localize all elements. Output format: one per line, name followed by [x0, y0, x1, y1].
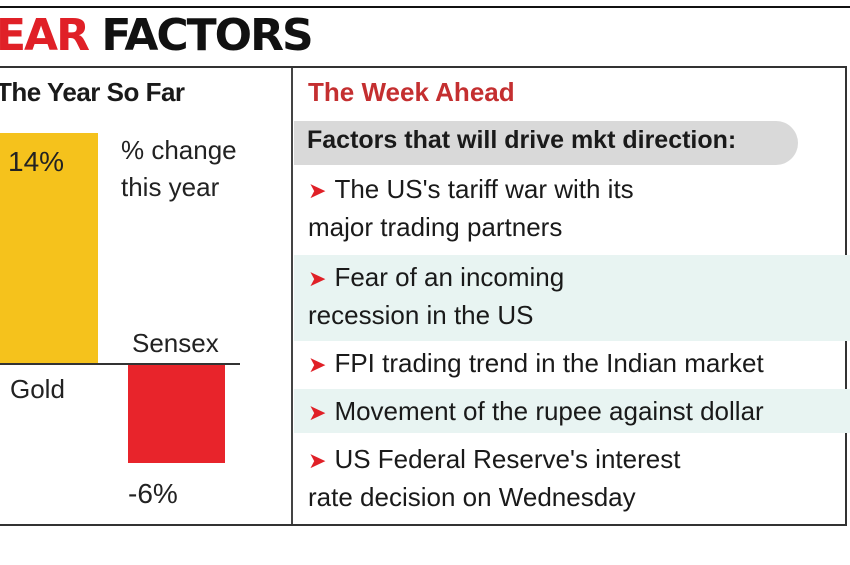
factor-line: ➤ The US's tariff war with its — [308, 171, 634, 209]
bar-chart: 14% Gold -6% Sensex — [0, 133, 240, 509]
headline-rest: FACTORS — [88, 10, 313, 61]
gold-bar — [0, 133, 98, 364]
headline: EAR FACTORS — [0, 8, 314, 64]
factor-line: ➤ US Federal Reserve's interest — [308, 441, 680, 479]
factor-text: ➤ Movement of the rupee against dollar — [308, 393, 764, 431]
gold-category-label: Gold — [10, 374, 65, 404]
chart-title: The Year So Far — [0, 77, 185, 107]
factors-header-text: Factors that will drive mkt direction: — [307, 126, 737, 154]
factor-text: ➤ Fear of an incoming recession in the US — [308, 259, 564, 334]
factor-line-text: Fear of an incoming — [334, 262, 565, 292]
factor-line-text: rate decision on Wednesday — [308, 482, 636, 512]
arrow-bullet-icon: ➤ — [308, 266, 327, 291]
arrow-bullet-icon: ➤ — [308, 352, 327, 377]
factor-item: ➤ Fear of an incoming recession in the US — [294, 255, 850, 341]
factor-line-text: FPI trading trend in the Indian market — [334, 348, 764, 378]
factor-text: ➤ US Federal Reserve's interest rate decis… — [308, 441, 680, 516]
factor-line-text: US Federal Reserve's interest — [334, 444, 681, 474]
sensex-bar — [128, 364, 225, 463]
factor-text: ➤ FPI trading trend in the Indian market — [308, 345, 764, 383]
week-ahead-title: The Week Ahead — [308, 77, 515, 107]
factor-item: ➤ Movement of the rupee against dollar — [294, 389, 850, 433]
factor-item: ➤ US Federal Reserve's interest rate decis… — [294, 437, 850, 523]
panel-divider — [291, 68, 293, 524]
factor-line: ➤ FPI trading trend in the Indian market — [308, 345, 764, 383]
factor-item: ➤ The US's tariff war with its major tradi… — [294, 167, 850, 253]
gold-value-label: 14% — [8, 146, 64, 177]
chart-note-line1: % change — [121, 135, 237, 165]
chart-note-line2: this year — [121, 172, 220, 202]
sensex-value-label: -6% — [128, 478, 178, 509]
top-rule — [0, 6, 850, 8]
chart-axis-note: % change this year — [121, 132, 271, 206]
factor-line: ➤ Fear of an incoming — [308, 259, 564, 297]
sensex-category-label: Sensex — [132, 328, 219, 358]
headline-accent: EAR — [0, 10, 90, 61]
factor-line-text: The US's tariff war with its — [334, 174, 634, 204]
factor-line-text: recession in the US — [308, 300, 534, 330]
factor-line-text: Movement of the rupee against dollar — [334, 396, 764, 426]
arrow-bullet-icon: ➤ — [308, 178, 327, 203]
arrow-bullet-icon: ➤ — [308, 448, 327, 473]
factors-header-bar — [294, 121, 798, 165]
factor-line-text: major trading partners — [308, 212, 563, 242]
arrow-bullet-icon: ➤ — [308, 400, 327, 425]
factor-line: ➤ Movement of the rupee against dollar — [308, 393, 764, 431]
factor-item: ➤ FPI trading trend in the Indian market — [294, 341, 850, 387]
factor-text: ➤ The US's tariff war with its major tradi… — [308, 171, 634, 246]
